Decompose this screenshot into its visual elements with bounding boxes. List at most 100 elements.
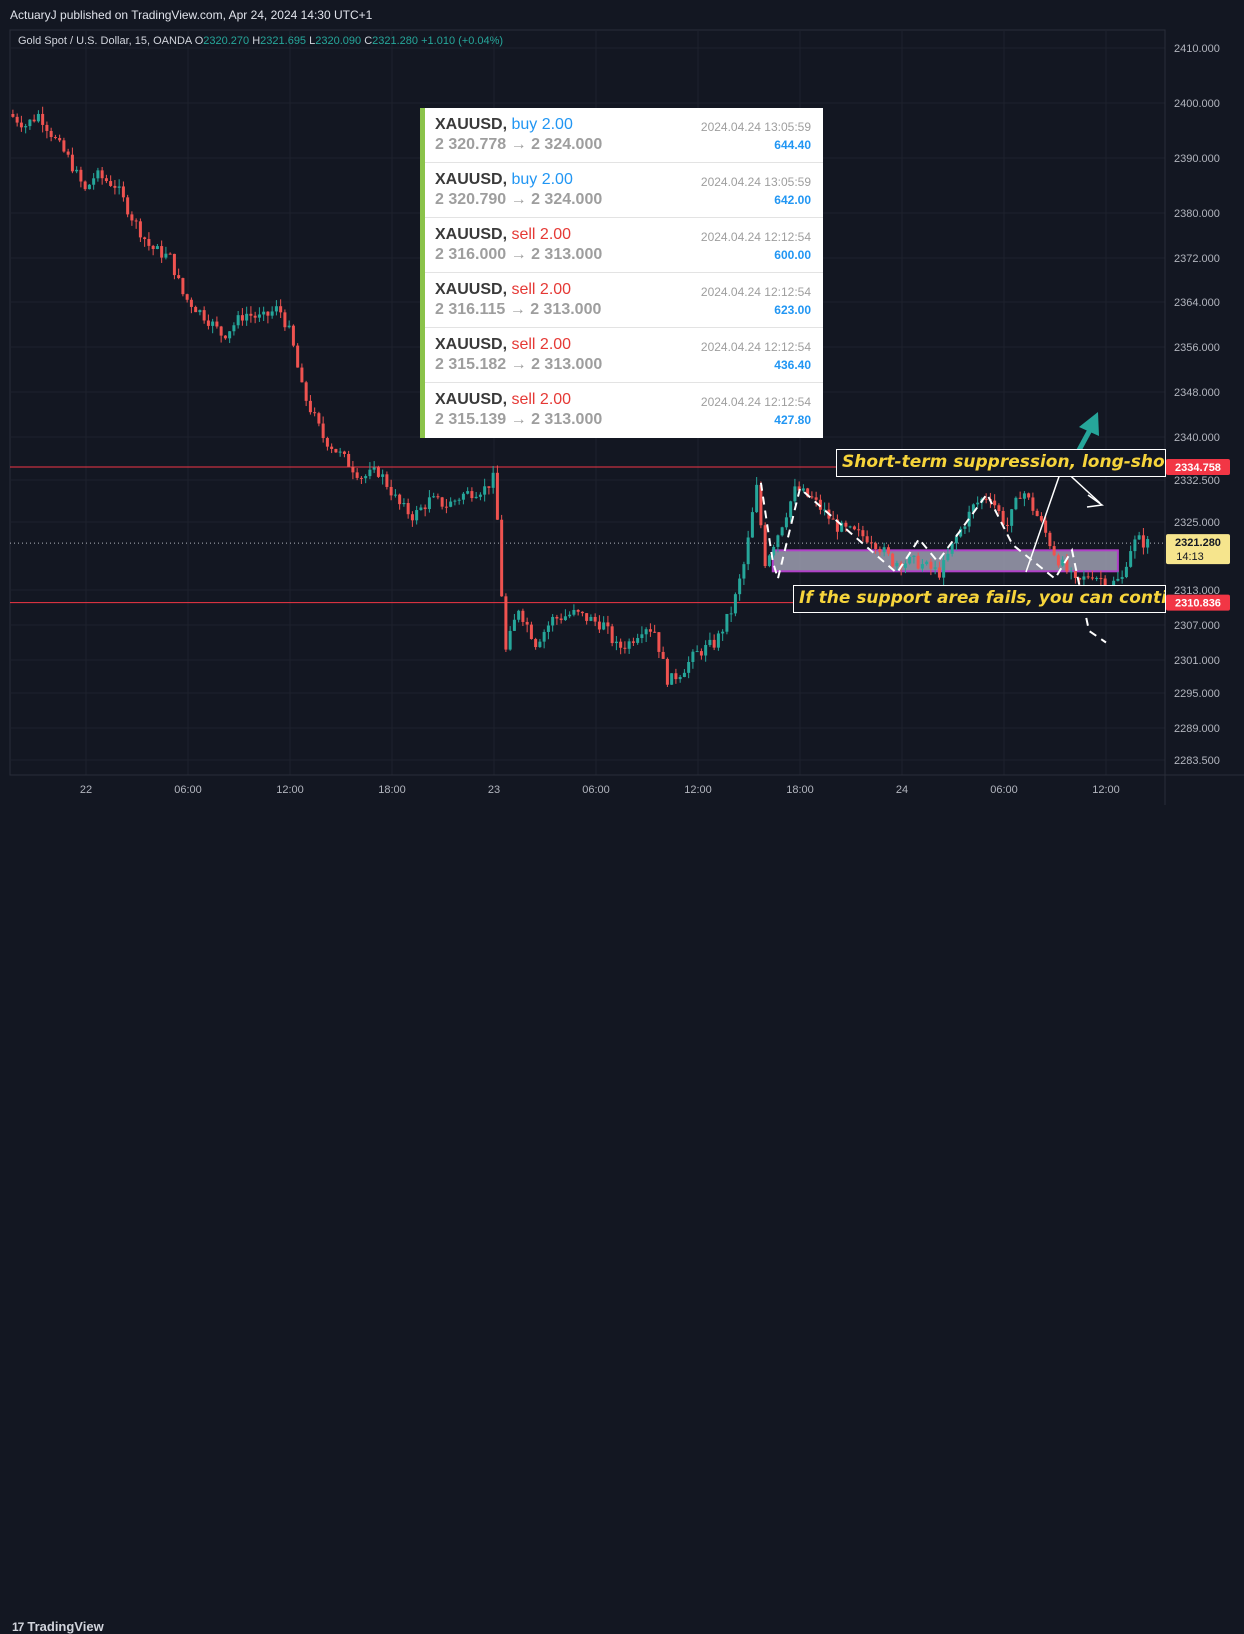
candle-body xyxy=(610,626,614,644)
candle-body xyxy=(529,624,533,640)
x-tick-label: 22 xyxy=(80,784,92,796)
candle-body xyxy=(19,122,23,128)
y-tick-label: 2289.000 xyxy=(1174,723,1220,735)
candle-body xyxy=(942,560,946,578)
trade-profit: 644.40 xyxy=(774,138,811,152)
y-tick-label: 2340.000 xyxy=(1174,432,1220,444)
candle-body xyxy=(236,315,240,326)
candle-body xyxy=(202,310,206,321)
candle-body xyxy=(24,126,28,128)
x-tick-label: 18:00 xyxy=(378,784,406,796)
candle-body xyxy=(347,454,351,467)
trade-prices: 2 316.115 → 2 313.000 xyxy=(435,301,602,318)
candle-body xyxy=(245,313,249,321)
candle-body xyxy=(177,275,181,279)
trade-row: XAUUSD, sell 2.00 2 316.000 → 2 313.000 20… xyxy=(425,218,823,273)
candle-body xyxy=(597,621,601,630)
trade-header: XAUUSD, sell 2.00 xyxy=(435,391,571,409)
candle-body xyxy=(194,306,198,313)
candle-body xyxy=(568,614,572,617)
candle-body xyxy=(66,151,70,155)
candle-body xyxy=(1027,493,1031,498)
bullish-arrow-icon xyxy=(1079,412,1099,436)
candle-body xyxy=(113,185,117,188)
candle-body xyxy=(542,631,546,642)
current-price-tag-countdown: 14:13 xyxy=(1176,551,1204,563)
trade-prices: 2 316.000 → 2 313.000 xyxy=(435,246,603,263)
candle-body xyxy=(359,477,363,479)
trade-time: 2024.04.24 13:05:59 xyxy=(700,120,811,134)
candle-body xyxy=(661,651,665,659)
candle-body xyxy=(296,345,300,368)
candle-body xyxy=(1005,524,1009,526)
trade-header: XAUUSD, sell 2.00 xyxy=(435,281,571,299)
candle-body xyxy=(351,466,355,473)
candle-body xyxy=(487,486,491,488)
trade-symbol: XAUUSD, xyxy=(435,336,508,353)
candle-body xyxy=(848,526,852,528)
y-tick-label: 2307.000 xyxy=(1174,620,1220,632)
candle-body xyxy=(1039,516,1043,521)
candle-body xyxy=(912,555,916,558)
y-tick-label: 2295.000 xyxy=(1174,688,1220,700)
candle-body xyxy=(687,661,691,673)
candle-body xyxy=(402,503,406,505)
candle-body xyxy=(1095,577,1099,579)
tradingview-logo[interactable]: 17 TradingView xyxy=(12,1619,104,1634)
y-tick-label: 2372.000 xyxy=(1174,253,1220,265)
candle-body xyxy=(699,651,703,656)
candle-body xyxy=(138,221,142,238)
candle-body xyxy=(45,124,49,131)
x-tick-label: 12:00 xyxy=(684,784,712,796)
trade-symbol: XAUUSD, xyxy=(435,391,508,408)
trade-profit: 623.00 xyxy=(774,303,811,317)
y-tick-label: 2380.000 xyxy=(1174,208,1220,220)
candle-body xyxy=(104,178,108,182)
candle-body xyxy=(453,500,457,502)
candle-body xyxy=(279,306,283,313)
candle-body xyxy=(861,530,865,537)
trade-prices: 2 320.778 → 2 324.000 xyxy=(435,136,603,153)
low-label: L xyxy=(309,35,316,47)
candle-body xyxy=(1061,559,1065,566)
candle-body xyxy=(168,253,172,255)
candle-body xyxy=(1022,493,1026,499)
candle-body xyxy=(772,546,776,556)
annotation-top[interactable]: Short-term suppression, long-short c xyxy=(836,449,1166,477)
candle-body xyxy=(461,493,465,500)
candle-body xyxy=(572,609,576,615)
candle-body xyxy=(865,536,869,543)
candle-body xyxy=(933,567,937,569)
candle-body xyxy=(874,543,878,549)
candle-body xyxy=(109,181,113,186)
candle-body xyxy=(266,311,270,316)
annotation-bottom[interactable]: If the support area fails, you can conti… xyxy=(793,585,1166,613)
candle-body xyxy=(636,638,640,643)
candle-body xyxy=(589,616,593,621)
candle-body xyxy=(257,314,261,318)
candle-body xyxy=(674,673,678,680)
candle-body xyxy=(270,311,274,316)
candle-body xyxy=(423,507,427,510)
candle-body xyxy=(474,496,478,499)
candle-body xyxy=(716,633,720,648)
annotation-top-text: Short-term suppression, long-short c xyxy=(842,452,1166,472)
resistance-price-tag-bg xyxy=(1166,459,1230,476)
candle-body xyxy=(976,502,980,505)
trade-profit: 436.40 xyxy=(774,358,811,372)
symbol-title: Gold Spot / U.S. Dollar, 15, OANDA xyxy=(18,35,192,47)
candle-body xyxy=(512,619,516,631)
candle-body xyxy=(1069,571,1073,573)
candle-body xyxy=(733,594,737,614)
current-price-tag: 2321.280 xyxy=(1175,537,1221,549)
candle-body xyxy=(355,472,359,478)
candle-body xyxy=(538,641,542,648)
trade-side: sell 2.00 xyxy=(511,226,572,243)
candle-body xyxy=(41,113,45,125)
x-tick-label: 24 xyxy=(896,784,908,796)
candle-body xyxy=(653,631,657,633)
candle-body xyxy=(338,451,342,453)
candle-body xyxy=(925,561,929,565)
trade-time: 2024.04.24 13:05:59 xyxy=(700,175,811,189)
candle-body xyxy=(555,616,559,619)
